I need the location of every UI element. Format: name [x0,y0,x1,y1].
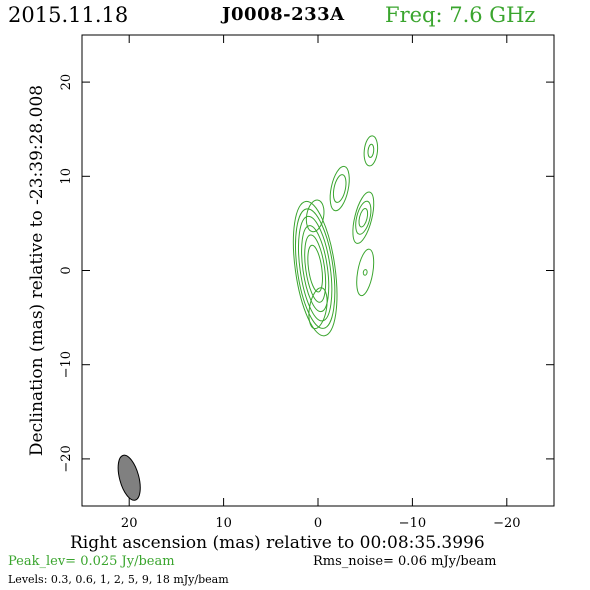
contour-comp-a [329,165,350,212]
contour-ring [367,143,375,158]
y-tick: 20 [59,74,554,91]
contour-ring [307,244,323,293]
y-tick-label: 10 [59,168,74,185]
contour-comp-c [363,135,379,167]
y-tick: −10 [59,351,554,378]
x-tick: 10 [215,35,232,531]
y-tick: 10 [59,168,554,185]
x-tick: −10 [399,35,426,531]
contour-ring [295,208,336,329]
contour-ring [332,174,347,203]
contour-ring [358,208,369,228]
y-tick-label: −20 [59,445,74,472]
x-tick-label: 0 [314,516,322,531]
contour-ring [292,200,338,337]
y-tick-label: −10 [59,351,74,378]
y-tick-label: 20 [59,74,74,91]
x-tick-label: 10 [215,516,232,531]
contour-layer [117,135,379,501]
peak-level: Peak_lev= 0.025 Jy/beam [8,554,175,569]
beam-ellipse [117,454,141,501]
contour-ring [305,199,325,233]
x-tick-label: −20 [493,516,520,531]
contour-comp-d [356,248,375,297]
y-tick-label: 0 [59,266,74,274]
axis-ticks: 20 10 0 −10 −20 20 10 0 −10 −20 [59,35,554,531]
contour-ring [363,135,379,167]
y-axis-label: Declination (mas) relative to -23:39:28.… [27,85,47,456]
contour-ring [298,215,333,322]
contour-ring [308,287,328,330]
contour-ring [362,269,368,276]
x-tick: 0 [314,35,322,531]
contour-core-extension-north [305,199,325,233]
source-name: J0008-233A [222,4,345,25]
contour-comp-b [352,191,375,244]
frequency-label: Freq: 7.6 GHz [385,3,536,27]
x-axis-label: Right ascension (mas) relative to 00:08:… [70,533,485,553]
plot-frame [81,34,555,507]
y-tick: 0 [59,266,554,275]
contour-ring [301,225,330,313]
observation-date: 2015.11.18 [8,3,129,27]
contour-core [292,200,338,337]
x-tick: −20 [493,35,521,531]
x-tick-label: 20 [121,516,138,531]
contour-ring [355,200,372,235]
contour-ring [304,234,327,303]
y-tick: −20 [59,445,554,473]
x-tick: 20 [121,35,138,531]
contour-ring [329,165,350,212]
contour-ring [356,248,375,297]
rms-noise: Rms_noise= 0.06 mJy/beam [313,554,497,569]
contour-levels: Levels: 0.3, 0.6, 1, 2, 5, 9, 18 mJy/bea… [8,573,229,586]
contour-core-extension-south [308,287,328,330]
x-tick-label: −10 [399,516,426,531]
contour-ring [352,191,375,244]
